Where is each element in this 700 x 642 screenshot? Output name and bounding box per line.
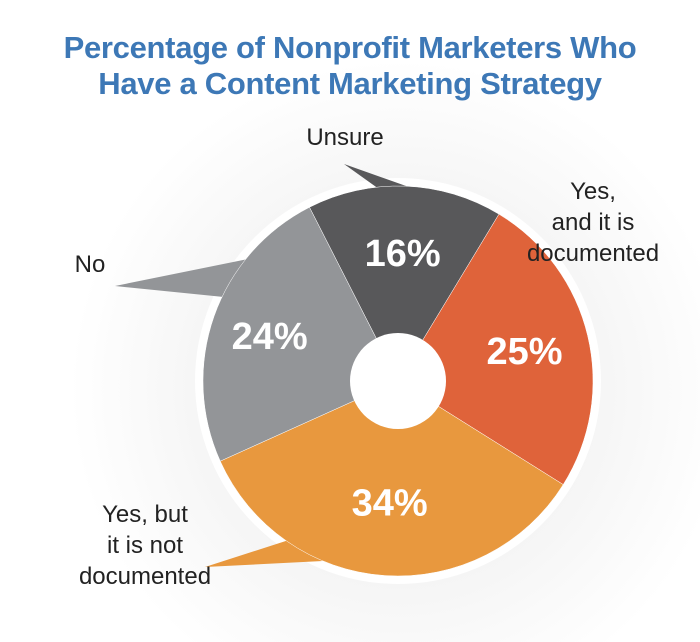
category-labels: Unsure Yes, and it is documented Yes, but it … [75,124,659,590]
slice-unsure [309,185,500,382]
category-label-unsure: Unsure [306,124,383,151]
pointer-no [115,258,252,298]
value-labels: 16% 25% 34% 24% [232,233,563,525]
category-label-line: Yes, [570,178,616,205]
value-label-yes-and-it-is-documented: 25% [486,331,562,373]
value-label-yes-but-it-is-not-documented: 34% [352,483,428,525]
category-label-line: Yes, but [102,501,188,528]
category-label-line: No [75,251,106,278]
slice-yes-but-it-is-not-documented [219,380,564,577]
slice-yes-and-it-is-documented [397,213,594,485]
value-label-no: 24% [232,316,308,358]
chart-title-line-1: Percentage of Nonprofit Marketers Who [63,30,637,65]
category-label-line: and it is [552,209,635,236]
slice-no [202,206,399,462]
donut-slices [202,185,594,577]
chart-title-line-2: Have a Content Marketing Strategy [98,66,602,101]
category-label-line: documented [79,563,211,590]
category-label-line: Unsure [306,124,383,151]
value-label-unsure: 16% [365,233,441,275]
category-label-yes-and-it-is-documented: Yes, and it is documented [527,178,659,267]
category-label-no: No [75,251,106,278]
donut-center-hole [350,333,446,429]
category-label-line: it is not [107,532,183,559]
pointer-unsure [344,164,422,192]
category-label-yes-but-it-is-not-documented: Yes, but it is not documented [79,501,211,590]
category-label-line: documented [527,240,659,267]
